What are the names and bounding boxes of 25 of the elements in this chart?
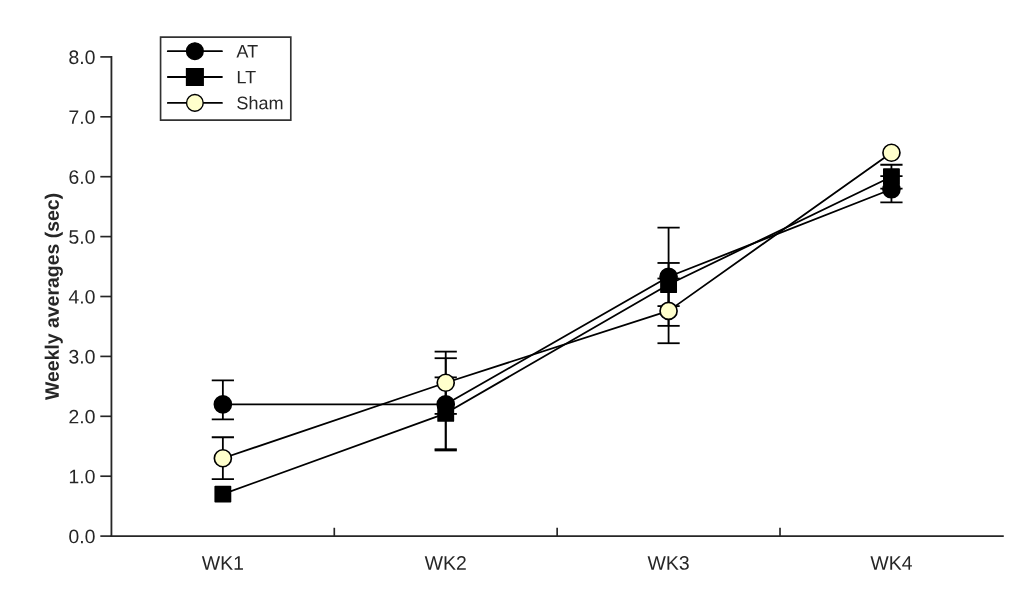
point: [213, 448, 233, 468]
y-tick-label: 7.0: [69, 110, 95, 125]
y-tick-label: 5.0: [69, 230, 95, 244]
point: [213, 394, 233, 414]
point: [214, 485, 232, 503]
x-tick-label: WK4: [870, 556, 912, 570]
y-tick-label: 3.0: [69, 349, 95, 364]
legend-label: Sham: [237, 96, 283, 110]
x-tick-label: WK1: [201, 556, 243, 570]
point: [882, 143, 901, 163]
legend-label: LT: [237, 70, 256, 84]
y-axis-title: Weekly averages (sec): [44, 193, 63, 401]
y-tick-label: 6.0: [69, 170, 95, 184]
x-tick-label: WK2: [424, 556, 466, 570]
y-tick-label: 8.0: [69, 50, 95, 65]
point: [436, 373, 456, 393]
y-tick-label: 4.0: [68, 289, 95, 304]
x-tick-label: WK3: [647, 556, 689, 570]
y-tick-label: 2.0: [69, 409, 95, 424]
y-tick-label: 1.0: [69, 469, 95, 484]
point: [437, 404, 455, 422]
point: [659, 301, 678, 321]
y-tick-label: 0.0: [69, 529, 95, 544]
legend-label: AT: [236, 45, 258, 58]
point: [882, 168, 900, 186]
